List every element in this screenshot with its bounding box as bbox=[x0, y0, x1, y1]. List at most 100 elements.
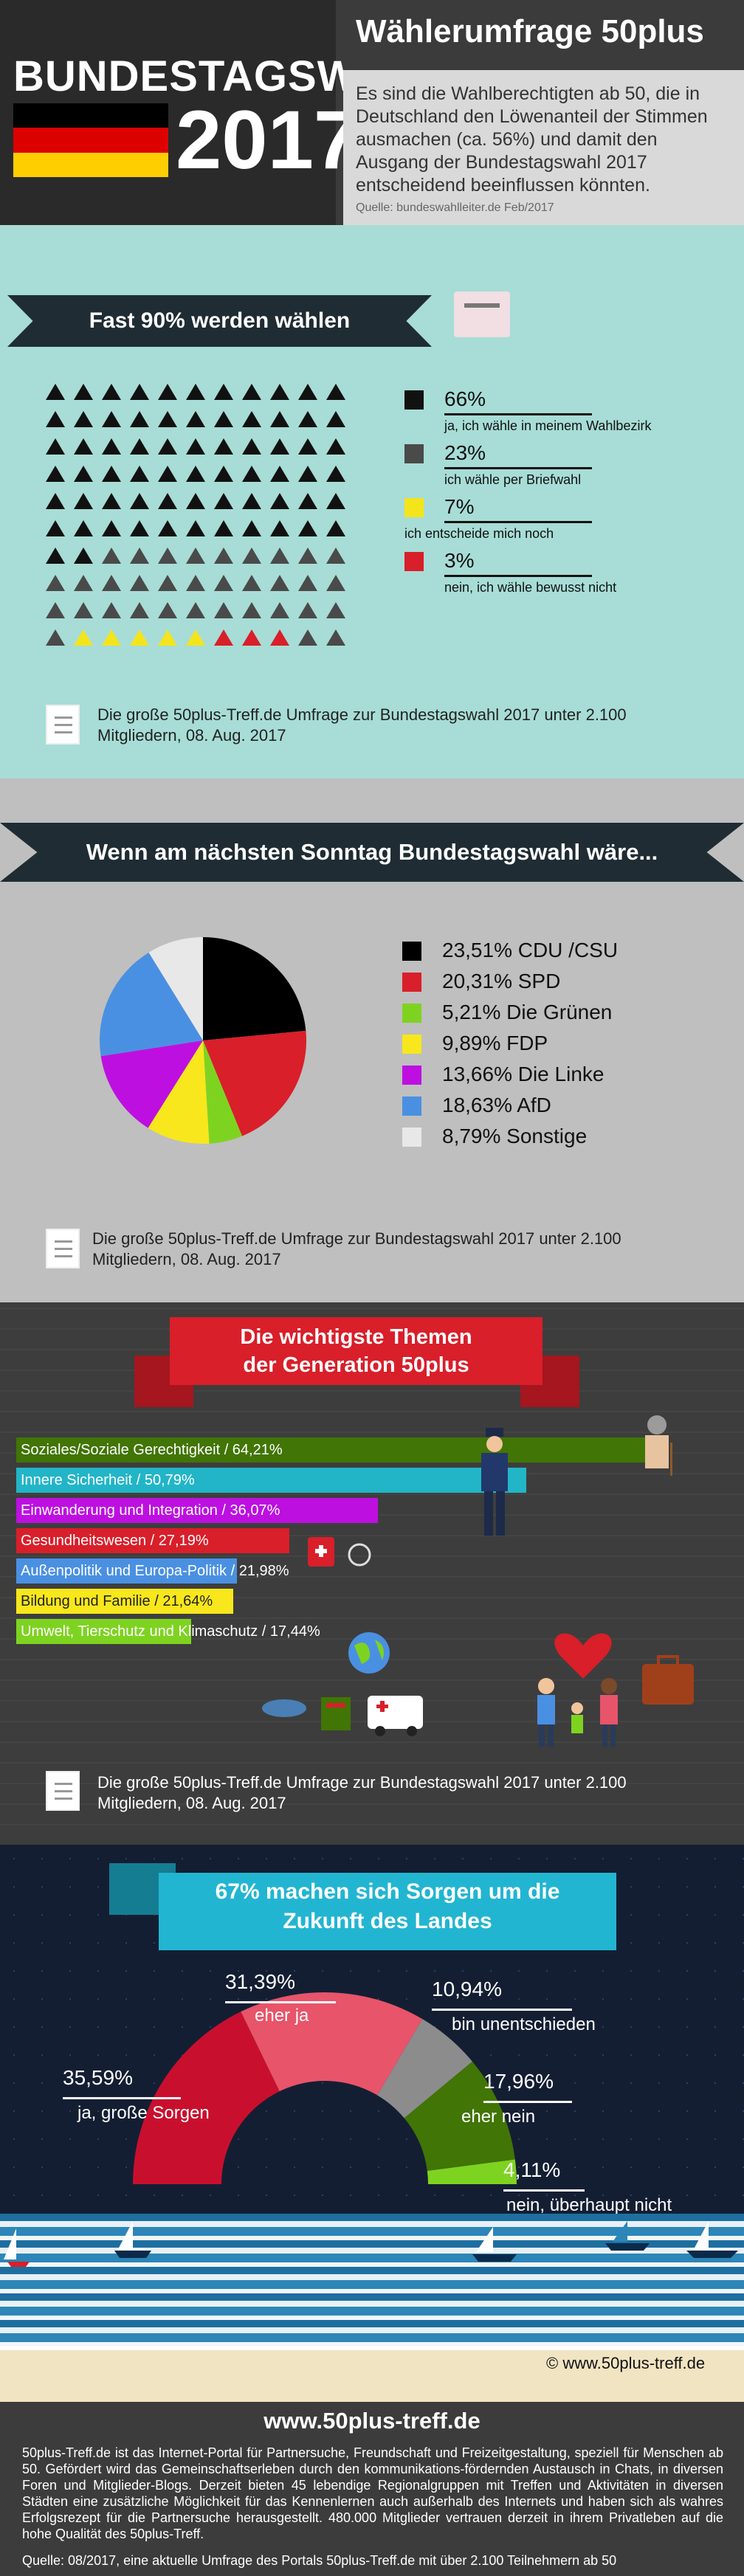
triangle-mark bbox=[102, 548, 121, 564]
triangle-mark bbox=[326, 520, 345, 536]
triangle-mark bbox=[102, 466, 121, 482]
label-line bbox=[483, 2101, 572, 2103]
triangle-row bbox=[46, 438, 359, 455]
triangle-mark bbox=[242, 384, 261, 400]
title-line: der Generation 50plus bbox=[243, 1353, 469, 1377]
gauge-segment-4 bbox=[427, 2159, 517, 2184]
section-title-vote: Wenn am nächsten Sonntag Bundestagswahl … bbox=[0, 823, 744, 882]
copyright: © www.50plus-treff.de bbox=[546, 2354, 706, 2372]
legend-item: 23% ich wähle per Briefwahl bbox=[404, 441, 670, 495]
triangle-row bbox=[46, 411, 359, 427]
triangle-mark bbox=[74, 384, 93, 400]
logo-panel: BUNDESTAGSWAHL 2017 bbox=[0, 0, 445, 225]
triangle-mark bbox=[298, 384, 317, 400]
header: BUNDESTAGSWAHL 2017 Wählerumfrage 50plus… bbox=[0, 0, 744, 225]
legend-swatch bbox=[404, 552, 424, 571]
topic-bar-label-0: Soziales/Soziale Gerechtigkeit / 64,21% bbox=[21, 1442, 283, 1458]
legend-text: 23,51% CDU /CSU bbox=[442, 939, 619, 961]
label-text: bin unentschieden bbox=[452, 2014, 596, 2034]
footer-description: 50plus-Treff.de ist das Internet-Portal … bbox=[22, 2445, 723, 2541]
triangle-mark bbox=[158, 629, 177, 646]
triangle-mark bbox=[298, 466, 317, 482]
triangle-mark bbox=[214, 520, 233, 536]
triangle-mark bbox=[214, 411, 233, 427]
legend-item: 7% ich entscheide mich noch bbox=[404, 495, 670, 549]
triangle-mark bbox=[102, 411, 121, 427]
triangle-mark bbox=[158, 493, 177, 509]
legend-text: 9,89% FDP bbox=[442, 1032, 548, 1054]
family-heart-briefcase-icon bbox=[537, 1633, 694, 1747]
triangle-mark bbox=[214, 629, 233, 646]
triangle-mark bbox=[46, 438, 65, 455]
triangle-mark bbox=[270, 493, 289, 509]
legend-text: 8,79% Sonstige bbox=[442, 1125, 588, 1147]
triangle-row bbox=[46, 493, 359, 509]
title-line: 67% machen sich Sorgen um die bbox=[215, 1879, 560, 1904]
triangle-mark bbox=[130, 466, 149, 482]
triangle-mark bbox=[102, 520, 121, 536]
pie-slice-4 bbox=[100, 1040, 203, 1128]
triangle-mark bbox=[74, 548, 93, 564]
triangle-mark bbox=[74, 629, 93, 646]
legend-item: 9,89% FDP bbox=[402, 1030, 624, 1061]
triangle-mark bbox=[214, 384, 233, 400]
footer-website[interactable]: www.50plus-treff.de bbox=[264, 2408, 480, 2434]
ballot-box-icon bbox=[454, 291, 510, 337]
triangle-mark bbox=[214, 575, 233, 591]
triangle-mark bbox=[186, 384, 205, 400]
triangle-mark bbox=[46, 384, 65, 400]
triangle-mark bbox=[270, 411, 289, 427]
gauge-segment-3 bbox=[404, 2061, 515, 2171]
triangle-mark bbox=[74, 411, 93, 427]
triangle-mark bbox=[158, 575, 177, 591]
legend-percent: 3% bbox=[444, 549, 475, 572]
triangle-mark bbox=[214, 548, 233, 564]
label-text: nein, überhaupt nicht bbox=[506, 2195, 672, 2215]
label-percent: 4,11% bbox=[503, 2158, 561, 2181]
survey-note: Die große 50plus-Treff.de Umfrage zur Bu… bbox=[92, 1229, 621, 1268]
triangle-mark bbox=[270, 438, 289, 455]
legend-item: 3% nein, ich wähle bewusst nicht bbox=[404, 549, 670, 603]
section-title-turnout: Fast 90% werden wählen bbox=[7, 295, 432, 347]
legend-underline bbox=[444, 413, 592, 415]
topic-bar-3 bbox=[16, 1528, 289, 1553]
triangle-mark bbox=[186, 629, 205, 646]
label-line bbox=[225, 2001, 336, 2003]
legend-underline bbox=[444, 521, 592, 523]
triangle-mark bbox=[46, 602, 65, 618]
triangle-mark bbox=[130, 384, 149, 400]
fish-books-ambulance-icons bbox=[262, 1696, 423, 1736]
topic-bar-4 bbox=[16, 1558, 237, 1584]
legend-text: ja, ich wähle in meinem Wahlbezirk bbox=[444, 418, 652, 433]
intro-source: Quelle: bundeswahlleiter.de Feb/2017 bbox=[356, 201, 554, 214]
triangle-row bbox=[46, 520, 359, 536]
triangle-mark bbox=[298, 438, 317, 455]
german-flag-icon bbox=[13, 103, 168, 177]
pie-slice-5 bbox=[100, 952, 203, 1057]
triangle-mark bbox=[186, 575, 205, 591]
triangle-mark bbox=[130, 575, 149, 591]
triangle-row bbox=[46, 384, 359, 400]
triangle-mark bbox=[242, 520, 261, 536]
triangle-mark bbox=[130, 602, 149, 618]
label-percent: 31,39% bbox=[225, 1970, 295, 1993]
triangle-mark bbox=[186, 520, 205, 536]
title-line: Die wichtigste Themen bbox=[240, 1325, 472, 1349]
label-percent: 10,94% bbox=[432, 1978, 502, 2000]
triangle-mark bbox=[46, 520, 65, 536]
triangle-mark bbox=[186, 548, 205, 564]
triangle-mark bbox=[46, 466, 65, 482]
pie-slice-2 bbox=[203, 1040, 243, 1144]
triangle-row bbox=[46, 548, 359, 564]
triangle-mark bbox=[326, 493, 345, 509]
triangle-mark bbox=[270, 384, 289, 400]
triangle-mark bbox=[158, 411, 177, 427]
topics-banner bbox=[170, 1317, 542, 1385]
legend-item: 8,79% Sonstige bbox=[402, 1123, 624, 1154]
legend-percent: 66% bbox=[444, 387, 486, 410]
medicine-icon bbox=[308, 1537, 371, 1567]
triangle-mark bbox=[102, 602, 121, 618]
label-text: eher ja bbox=[255, 2006, 309, 2026]
triangle-mark bbox=[242, 548, 261, 564]
